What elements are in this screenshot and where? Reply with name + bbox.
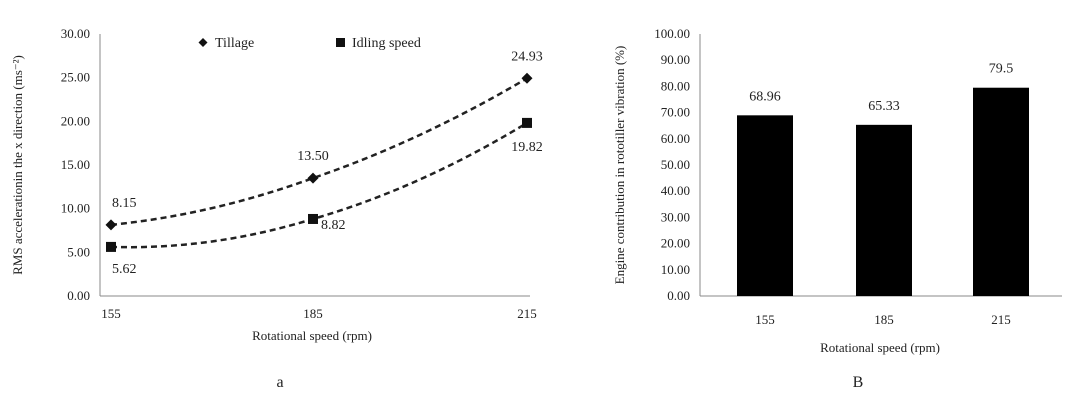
- y-tick-label: 15.00: [61, 157, 90, 172]
- y-tick-label: 60.00: [661, 131, 690, 146]
- x-axis-title: Rotational speed (rpm): [820, 340, 940, 355]
- y-tick-label: 80.00: [661, 78, 690, 93]
- data-label: 19.82: [511, 140, 543, 155]
- bar-chart-panel: 0.00 10.00 20.00 30.00 40.00 50.00 60.00 70.00 8…: [612, 26, 1062, 391]
- x-tick-label: 155: [101, 306, 121, 321]
- bar: [737, 115, 793, 296]
- tillage-trend-line: [110, 77, 528, 227]
- x-tick-labels: 155 185 215: [755, 312, 1011, 327]
- panel-label-b: B: [853, 374, 864, 391]
- y-tick-label: 70.00: [661, 105, 690, 120]
- legend-square-marker: [336, 38, 345, 47]
- tillage-point: [521, 72, 533, 84]
- y-tick-label: 10.00: [61, 201, 90, 216]
- y-tick-label: 25.00: [61, 70, 90, 85]
- y-tick-label: 50.00: [661, 157, 690, 172]
- series-group: 8.15 13.50 24.93 5.62 8.82 19.82: [105, 49, 543, 277]
- bar: [856, 124, 912, 296]
- x-tick-label: 185: [303, 306, 323, 321]
- idling-point: [308, 213, 318, 224]
- line-chart-panel: 0.00 5.00 10.00 15.00 20.00 25.00 30.00 155 185…: [10, 26, 543, 391]
- y-axis-title: Engine contribution in rototiller vibrat…: [612, 46, 627, 285]
- y-tick-label: 20.00: [661, 236, 690, 251]
- y-tick-label: 20.00: [61, 113, 90, 128]
- data-label: 8.82: [321, 218, 346, 233]
- y-axis-title: RMS accelerationin the x direction (ms⁻²…: [10, 55, 25, 275]
- y-tick-label: 10.00: [661, 262, 690, 277]
- legend-diamond-marker: [198, 38, 208, 47]
- tillage-point: [105, 219, 117, 231]
- idling-point: [106, 241, 116, 252]
- y-tick-label: 40.00: [661, 183, 690, 198]
- data-label: 8.15: [112, 196, 137, 211]
- x-tick-label: 215: [991, 312, 1011, 327]
- bar: [973, 87, 1029, 297]
- data-label: 13.50: [297, 149, 329, 164]
- bars-group: 68.96 65.33 79.5: [737, 62, 1029, 297]
- y-tick-labels: 0.00 5.00 10.00 15.00 20.00 25.00 30.00: [61, 26, 90, 303]
- idling-trend-line: [110, 121, 528, 249]
- x-tick-label: 155: [755, 312, 775, 327]
- y-tick-label: 30.00: [661, 209, 690, 224]
- y-tick-label: 90.00: [661, 52, 690, 67]
- x-tick-label: 215: [517, 306, 537, 321]
- x-axis-title: Rotational speed (rpm): [252, 328, 372, 343]
- bar-data-label: 79.5: [989, 62, 1014, 77]
- tillage-point: [307, 172, 319, 184]
- idling-point: [522, 117, 532, 128]
- y-tick-label: 30.00: [61, 26, 90, 41]
- y-tick-label: 0.00: [667, 288, 690, 303]
- legend-label-tillage: Tillage: [215, 36, 254, 51]
- legend: Tillage Idling speed: [198, 36, 421, 51]
- bar-data-label: 65.33: [868, 99, 900, 114]
- y-tick-label: 100.00: [654, 26, 690, 41]
- y-tick-label: 5.00: [67, 244, 90, 259]
- y-tick-labels: 0.00 10.00 20.00 30.00 40.00 50.00 60.00 70.00 8…: [654, 26, 690, 303]
- y-tick-label: 0.00: [67, 288, 90, 303]
- x-tick-labels: 155 185 215: [101, 306, 537, 321]
- legend-label-idling: Idling speed: [352, 36, 421, 51]
- panel-label-a: a: [276, 374, 283, 391]
- data-label: 5.62: [112, 262, 137, 277]
- bar-data-label: 68.96: [749, 89, 781, 104]
- data-label: 24.93: [511, 49, 543, 64]
- x-tick-label: 185: [874, 312, 894, 327]
